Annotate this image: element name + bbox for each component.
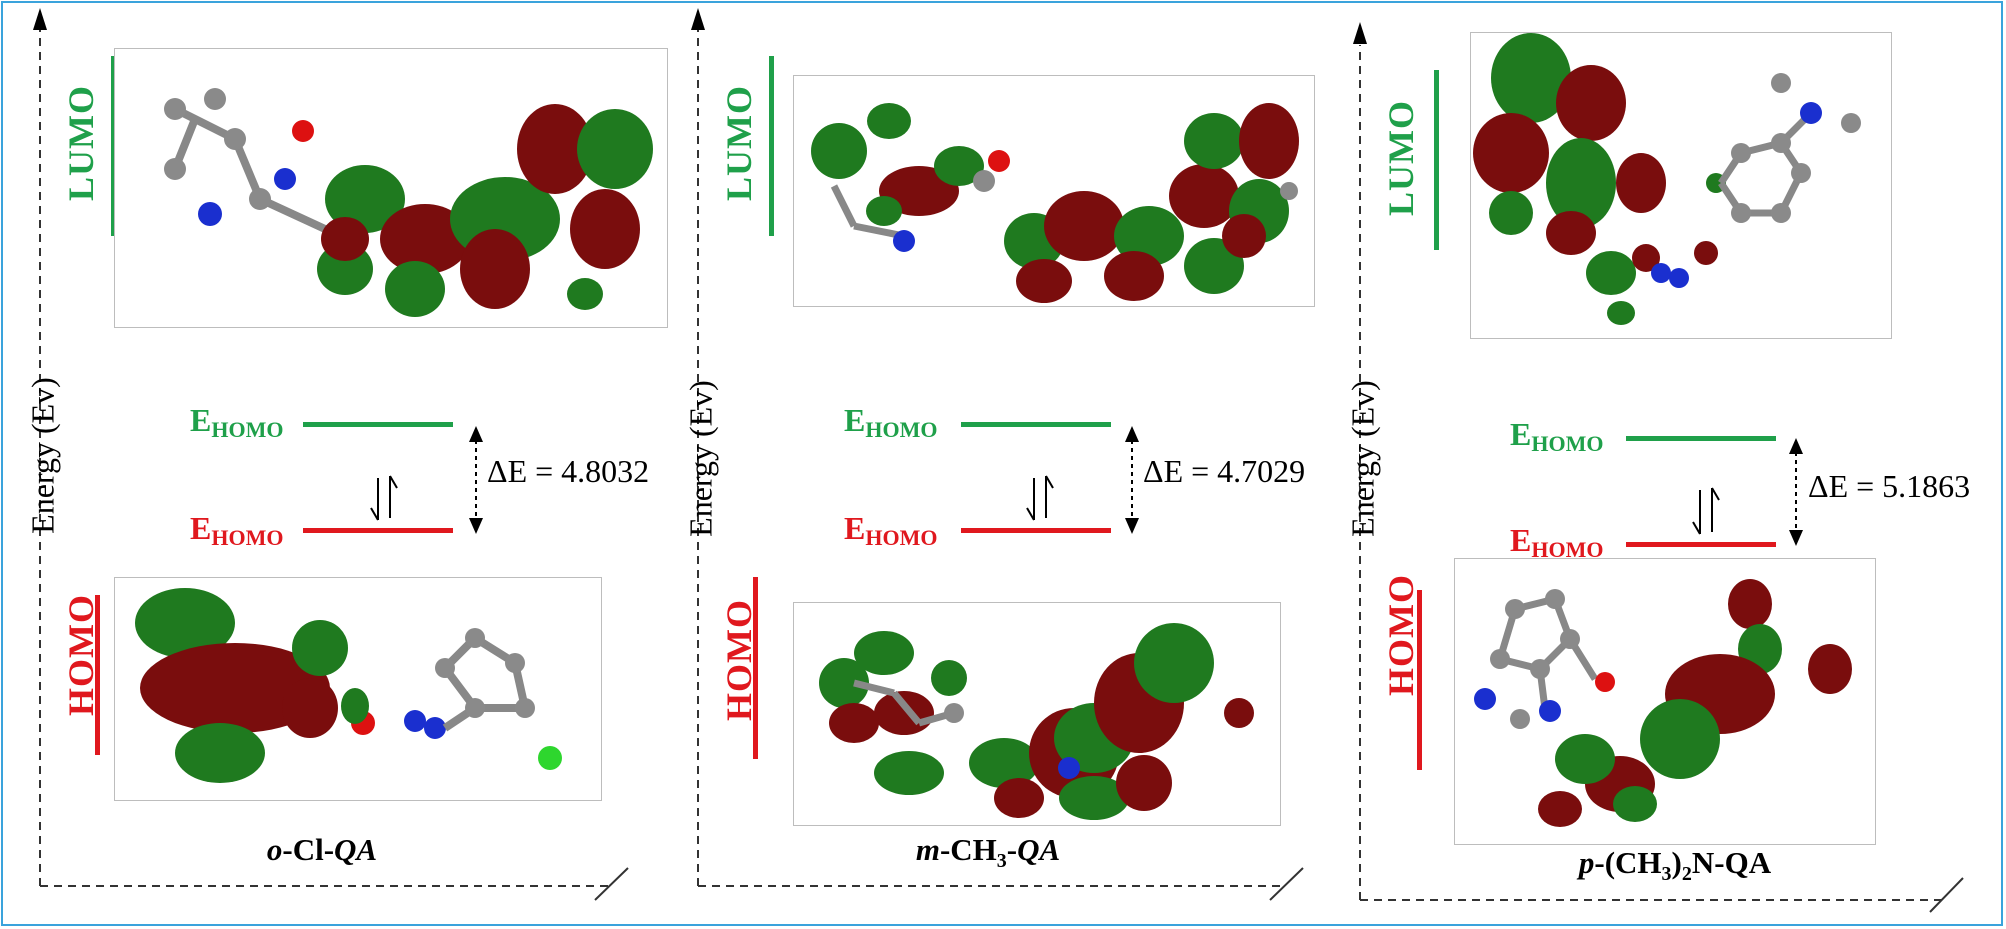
compound-name: m-CH3-QA xyxy=(915,832,1061,873)
homo-level-line xyxy=(303,528,453,533)
homo-level-label: EHOMO xyxy=(1510,522,1604,562)
homo-bar xyxy=(1417,590,1422,770)
lumo-level-line xyxy=(303,422,453,427)
lumo-level-label: EHOMO xyxy=(190,402,284,442)
compound-name: o-Cl-QA xyxy=(266,832,378,867)
lumo-orbital-image xyxy=(114,48,668,328)
lumo-level-line xyxy=(961,422,1111,427)
homo-level-label: EHOMO xyxy=(844,510,938,550)
homo-level-label: EHOMO xyxy=(190,510,284,550)
homo-orbital-image xyxy=(114,577,602,801)
panel-m-ch3-qa: Energy (Ev) LUMO HOMO EHOMO EHOMO ΔE = 4… xyxy=(658,0,1328,929)
homo-level-line xyxy=(961,528,1111,533)
lumo-orbital-image xyxy=(1470,32,1892,339)
lumo-bar xyxy=(1434,70,1439,250)
homo-bar xyxy=(95,595,100,755)
energy-axis xyxy=(33,8,629,901)
lumo-bar xyxy=(111,56,116,236)
energy-axis-label: Energy (Ev) xyxy=(24,377,61,534)
energy-axis xyxy=(691,8,1304,901)
lumo-label: LUMO xyxy=(61,85,101,201)
homo-orbital-image xyxy=(793,602,1281,826)
panel-o-cl-qa: Energy (Ev) LUMO HOMO EHOMO EHOMO ΔE = 4… xyxy=(0,0,668,929)
energy-gap-value: ΔE = 4.8032 xyxy=(487,453,650,489)
lumo-level-label: EHOMO xyxy=(844,402,938,442)
energy-axis xyxy=(1353,22,1964,913)
homo-bar xyxy=(753,577,758,759)
lumo-level-label: EHOMO xyxy=(1510,416,1604,456)
orbital-plot xyxy=(1473,33,1861,325)
lumo-bar xyxy=(769,56,774,236)
energy-axis-label: Energy (Ev) xyxy=(682,380,719,537)
orbital-plot xyxy=(811,103,1299,303)
homo-level-line xyxy=(1626,542,1776,547)
lumo-level-line xyxy=(1626,436,1776,441)
orbital-plot xyxy=(819,623,1254,820)
energy-axis-label: Energy (Ev) xyxy=(1344,380,1381,537)
lumo-label: LUMO xyxy=(719,85,759,201)
energy-gap-value: ΔE = 4.7029 xyxy=(1143,453,1306,489)
homo-label: HOMO xyxy=(1381,574,1421,696)
energy-gap-value: ΔE = 5.1863 xyxy=(1808,468,1971,504)
orbital-plot xyxy=(135,588,562,783)
compound-name: p-(CH3)2N-QA xyxy=(1578,845,1772,886)
homo-orbital-image xyxy=(1454,558,1876,845)
lumo-label: LUMO xyxy=(1381,100,1421,216)
lumo-orbital-image xyxy=(793,75,1315,307)
panel-p-ch3-2n-qa: Energy (Ev) LUMO HOMO EHOMO EHOMO ΔE = 5… xyxy=(1320,0,2000,929)
orbital-plot xyxy=(164,88,653,317)
orbital-plot xyxy=(1474,579,1852,827)
